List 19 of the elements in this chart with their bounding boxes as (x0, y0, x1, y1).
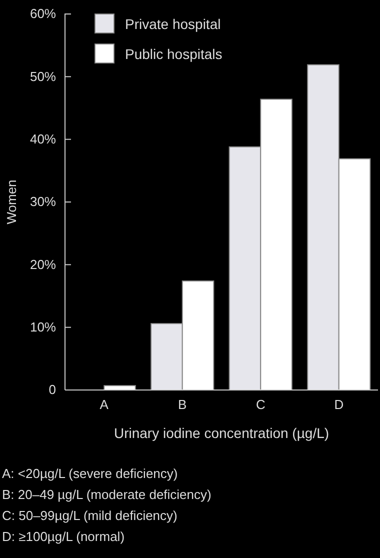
x-tick-label: B (178, 397, 187, 412)
y-tick-label: 40% (30, 131, 56, 146)
y-tick-label: 20% (30, 256, 56, 272)
x-tick-label: A (100, 397, 109, 412)
y-tick-label: 30% (30, 194, 56, 210)
legend-label: Private hospital (125, 16, 221, 32)
y-tick-label: 10% (30, 319, 56, 334)
legend-label: Public hospitals (125, 46, 222, 62)
x-tick-label: C (256, 397, 266, 412)
y-tick-label: 0 (48, 382, 56, 398)
y-tick-label: 60% (30, 6, 56, 22)
text: C: 50–99µg/L (mild deficiency) (2, 508, 178, 523)
text: A: <20µg/L (severe deficiency) (2, 466, 178, 481)
text: D: ≥100µg/L (normal) (2, 529, 125, 544)
y-tick-label: 50% (30, 68, 56, 84)
x-axis-title: Urinary iodine concentration (µg/L) (114, 425, 330, 441)
text: B: 20–49 µg/L (moderate deficiency) (2, 487, 212, 502)
x-tick-label: D (334, 397, 344, 412)
y-axis-title: Women (4, 180, 19, 224)
